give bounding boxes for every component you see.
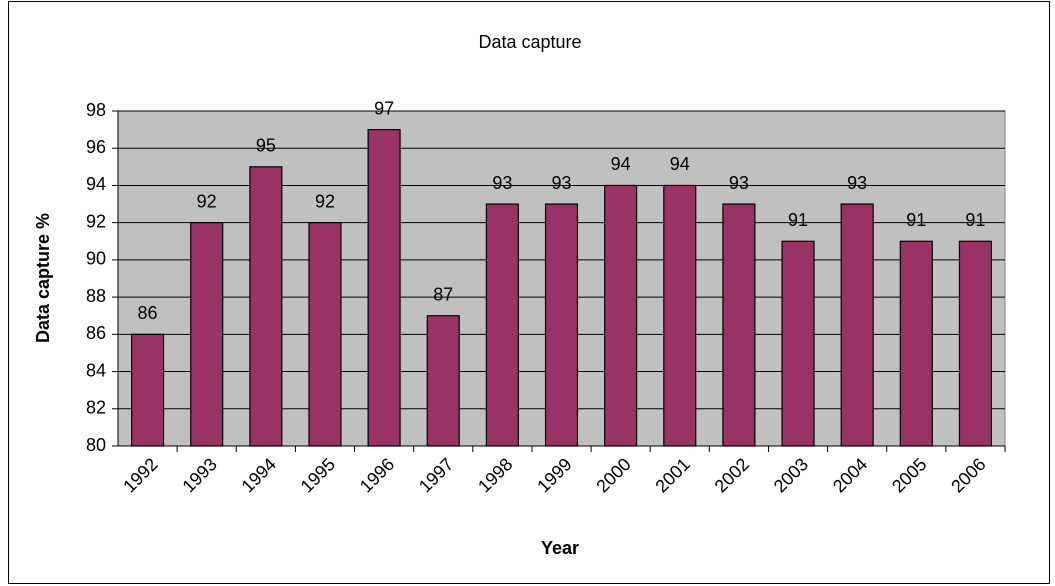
y-tick-label: 82 [86, 398, 106, 418]
data-label: 93 [729, 173, 749, 193]
data-label: 93 [847, 173, 867, 193]
data-label: 93 [492, 173, 512, 193]
data-label: 94 [670, 154, 690, 174]
y-tick-label: 94 [86, 174, 106, 194]
data-label: 97 [374, 98, 394, 118]
data-label: 95 [256, 136, 276, 156]
y-tick-label: 80 [86, 435, 106, 455]
chart-title: Data capture [478, 32, 581, 52]
y-tick-label: 84 [86, 360, 106, 380]
bar [426, 315, 460, 447]
y-tick-label: 92 [86, 211, 106, 231]
bar [544, 203, 579, 447]
data-label: 94 [611, 154, 631, 174]
bar [485, 203, 519, 447]
data-label: 91 [965, 210, 985, 230]
bar [367, 129, 401, 447]
bar [899, 240, 933, 447]
data-label: 87 [433, 284, 453, 304]
y-axis-label: Data capture % [33, 213, 53, 343]
bar [840, 203, 874, 447]
y-tick-label: 88 [86, 286, 106, 306]
x-axis-label: Year [541, 538, 579, 558]
bar [958, 240, 992, 447]
bar [663, 184, 697, 447]
data-label: 92 [315, 191, 335, 211]
data-label: 86 [138, 303, 158, 323]
y-tick-label: 98 [86, 100, 106, 120]
y-tick-label: 86 [86, 323, 106, 343]
bar [249, 166, 283, 447]
y-tick-label: 90 [86, 249, 106, 269]
bar [722, 203, 756, 447]
bar [190, 222, 224, 447]
data-label: 91 [906, 210, 926, 230]
data-label: 92 [197, 191, 217, 211]
y-tick-label: 96 [86, 137, 106, 157]
bar [308, 222, 342, 447]
data-label: 91 [788, 210, 808, 230]
bar [604, 184, 638, 447]
bar [131, 333, 165, 447]
bar [781, 240, 815, 447]
data-label: 93 [551, 173, 571, 193]
